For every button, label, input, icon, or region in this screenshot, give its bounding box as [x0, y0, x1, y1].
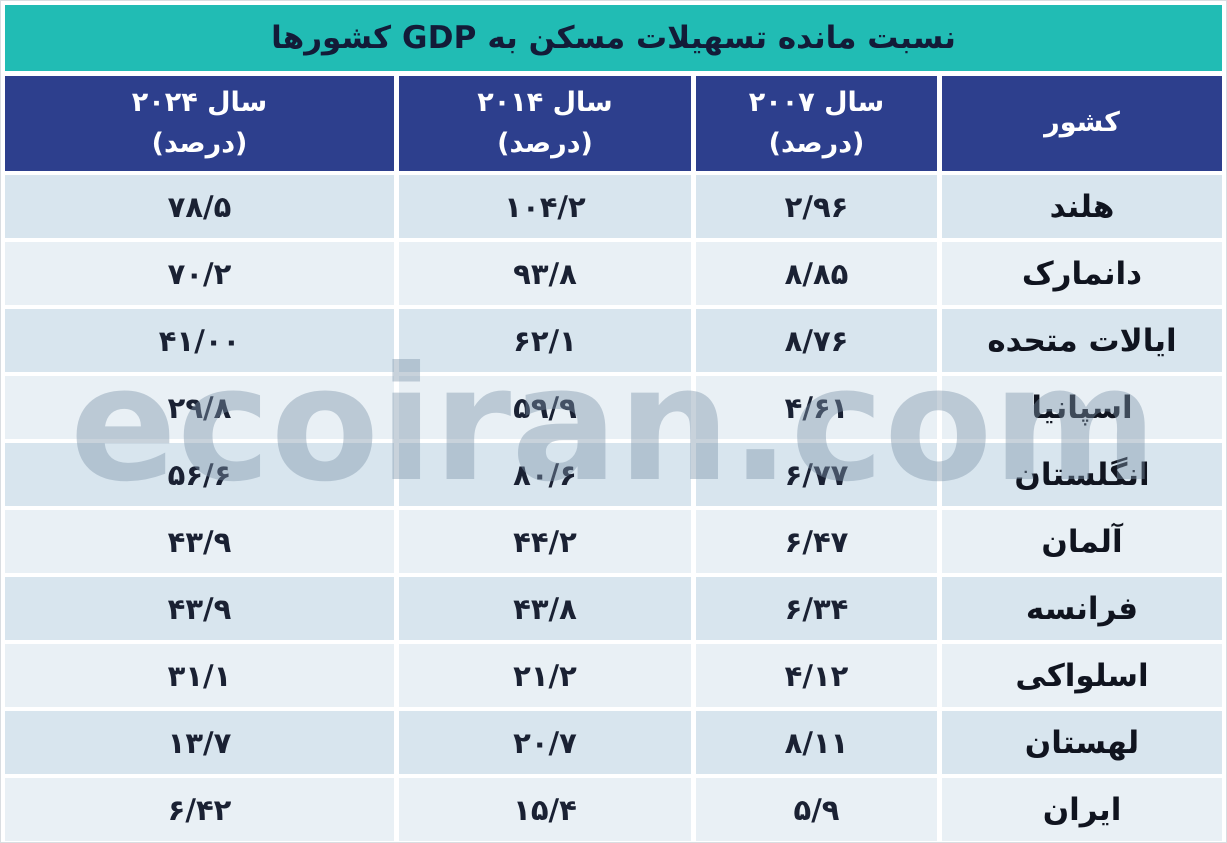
value-2007-cell: ۶/۳۴ [696, 577, 937, 640]
country-cell: فرانسه [942, 577, 1222, 640]
table-row: هلند ۲/۹۶ ۱۰۴/۲ ۷۸/۵ [5, 175, 1222, 238]
header-cell-2007: سال ۲۰۰۷ (درصد) [696, 76, 937, 171]
country-cell: ایران [942, 778, 1222, 841]
value-2024-cell: ۲۹/۸ [5, 376, 394, 439]
country-cell: ایالات متحده [942, 309, 1222, 372]
value-2007-cell: ۴/۱۲ [696, 644, 937, 707]
value-2014-cell: ۲۰/۷ [399, 711, 691, 774]
value-2007-cell: ۸/۷۶ [696, 309, 937, 372]
country-cell: هلند [942, 175, 1222, 238]
value-2014-cell: ۹۳/۸ [399, 242, 691, 305]
value-2014-cell: ۲۱/۲ [399, 644, 691, 707]
country-cell: اسلواکی [942, 644, 1222, 707]
value-2014-cell: ۱۵/۴ [399, 778, 691, 841]
value-2024-cell: ۵۶/۶ [5, 443, 394, 506]
value-2007-cell: ۸/۸۵ [696, 242, 937, 305]
table-header-row: کشور سال ۲۰۰۷ (درصد) سال ۲۰۱۴ (درصد) سال… [5, 76, 1222, 171]
value-2024-cell: ۴۱/۰۰ [5, 309, 394, 372]
value-2014-cell: ۵۹/۹ [399, 376, 691, 439]
country-cell: دانمارک [942, 242, 1222, 305]
header-2014-label: سال ۲۰۱۴ [477, 87, 613, 118]
value-2014-cell: ۴۴/۲ [399, 510, 691, 573]
value-2014-cell: ۱۰۴/۲ [399, 175, 691, 238]
header-2007-sublabel: (درصد) [768, 127, 865, 159]
country-cell: آلمان [942, 510, 1222, 573]
table-row: دانمارک ۸/۸۵ ۹۳/۸ ۷۰/۲ [5, 242, 1222, 305]
value-2007-cell: ۵/۹ [696, 778, 937, 841]
value-2024-cell: ۴۳/۹ [5, 510, 394, 573]
table-row: انگلستان ۶/۷۷ ۸۰/۶ ۵۶/۶ [5, 443, 1222, 506]
table-row: فرانسه ۶/۳۴ ۴۳/۸ ۴۳/۹ [5, 577, 1222, 640]
table-row: اسلواکی ۴/۱۲ ۲۱/۲ ۳۱/۱ [5, 644, 1222, 707]
header-2024-label: سال ۲۰۲۴ [131, 87, 268, 118]
value-2007-cell: ۶/۷۷ [696, 443, 937, 506]
table-row: اسپانیا ۴/۶۱ ۵۹/۹ ۲۹/۸ [5, 376, 1222, 439]
table-title: نسبت مانده تسهیلات مسکن به GDP کشورها [271, 20, 956, 56]
table-body: هلند ۲/۹۶ ۱۰۴/۲ ۷۸/۵ دانمارک ۸/۸۵ ۹۳/۸ ۷… [5, 175, 1222, 841]
value-2007-cell: ۸/۱۱ [696, 711, 937, 774]
value-2024-cell: ۷۸/۵ [5, 175, 394, 238]
table-row: آلمان ۶/۴۷ ۴۴/۲ ۴۳/۹ [5, 510, 1222, 573]
header-cell-2024: سال ۲۰۲۴ (درصد) [5, 76, 394, 171]
header-cell-2014: سال ۲۰۱۴ (درصد) [399, 76, 691, 171]
value-2014-cell: ۸۰/۶ [399, 443, 691, 506]
value-2024-cell: ۳۱/۱ [5, 644, 394, 707]
value-2024-cell: ۷۰/۲ [5, 242, 394, 305]
table-title-bar: نسبت مانده تسهیلات مسکن به GDP کشورها [5, 5, 1222, 71]
value-2024-cell: ۴۳/۹ [5, 577, 394, 640]
header-2024-sublabel: (درصد) [151, 127, 248, 159]
country-cell: اسپانیا [942, 376, 1222, 439]
header-2007-label: سال ۲۰۰۷ [748, 87, 885, 118]
value-2024-cell: ۱۳/۷ [5, 711, 394, 774]
country-cell: لهستان [942, 711, 1222, 774]
header-2014-sublabel: (درصد) [497, 127, 593, 159]
value-2024-cell: ۶/۴۲ [5, 778, 394, 841]
value-2007-cell: ۶/۴۷ [696, 510, 937, 573]
value-2014-cell: ۶۲/۱ [399, 309, 691, 372]
country-cell: انگلستان [942, 443, 1222, 506]
table-row: لهستان ۸/۱۱ ۲۰/۷ ۱۳/۷ [5, 711, 1222, 774]
header-country-label: کشور [1044, 107, 1120, 139]
table-row: ایران ۵/۹ ۱۵/۴ ۶/۴۲ [5, 778, 1222, 841]
table-row: ایالات متحده ۸/۷۶ ۶۲/۱ ۴۱/۰۰ [5, 309, 1222, 372]
header-cell-country: کشور [942, 76, 1222, 171]
value-2007-cell: ۴/۶۱ [696, 376, 937, 439]
value-2007-cell: ۲/۹۶ [696, 175, 937, 238]
value-2014-cell: ۴۳/۸ [399, 577, 691, 640]
